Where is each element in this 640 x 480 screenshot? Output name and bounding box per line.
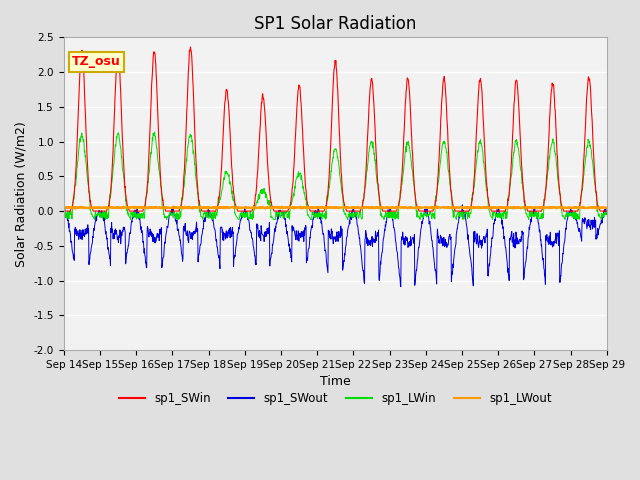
sp1_SWout [458,202,466,208]
sp1_SWout [397,284,404,289]
sp1_LWout [492,205,499,211]
sp1_LWin [540,215,547,220]
sp1_LWin [151,129,159,135]
sp1_SWin [603,208,611,214]
sp1_LWout [603,205,611,211]
sp1_SWout [60,208,67,214]
sp1_SWout [492,217,499,223]
Line: sp1_LWout: sp1_LWout [63,206,607,209]
sp1_SWout [540,255,547,261]
sp1_SWout [180,228,188,234]
sp1_SWout [603,208,611,214]
sp1_SWin [242,208,250,214]
sp1_LWin [90,216,98,222]
sp1_SWin [60,208,67,214]
sp1_SWin [420,208,428,214]
sp1_LWin [420,210,428,216]
Legend: sp1_SWin, sp1_SWout, sp1_LWin, sp1_LWout: sp1_SWin, sp1_SWout, sp1_LWin, sp1_LWout [114,387,557,410]
sp1_LWin [168,211,176,216]
sp1_LWin [603,208,611,214]
sp1_LWin [60,215,67,221]
sp1_LWout [540,204,547,210]
Text: TZ_osu: TZ_osu [72,56,120,69]
sp1_LWin [492,210,499,216]
sp1_SWin [187,44,195,50]
sp1_SWout [420,210,428,216]
sp1_LWout [60,205,67,211]
sp1_LWout [433,204,440,209]
Y-axis label: Solar Radiation (W/m2): Solar Radiation (W/m2) [15,121,28,266]
sp1_LWout [71,206,79,212]
sp1_SWout [168,210,175,216]
sp1_LWin [181,172,189,178]
sp1_SWin [539,205,547,211]
Line: sp1_LWin: sp1_LWin [63,132,607,219]
sp1_SWin [168,208,175,214]
sp1_LWout [420,205,428,211]
sp1_SWin [180,166,188,172]
X-axis label: Time: Time [320,375,351,388]
sp1_LWout [168,205,175,211]
Title: SP1 Solar Radiation: SP1 Solar Radiation [254,15,417,33]
Line: sp1_SWin: sp1_SWin [63,47,607,211]
sp1_LWout [242,204,250,210]
sp1_SWout [241,209,249,215]
sp1_LWout [181,205,189,211]
Line: sp1_SWout: sp1_SWout [63,205,607,287]
sp1_LWin [242,213,250,218]
sp1_SWin [491,208,499,214]
